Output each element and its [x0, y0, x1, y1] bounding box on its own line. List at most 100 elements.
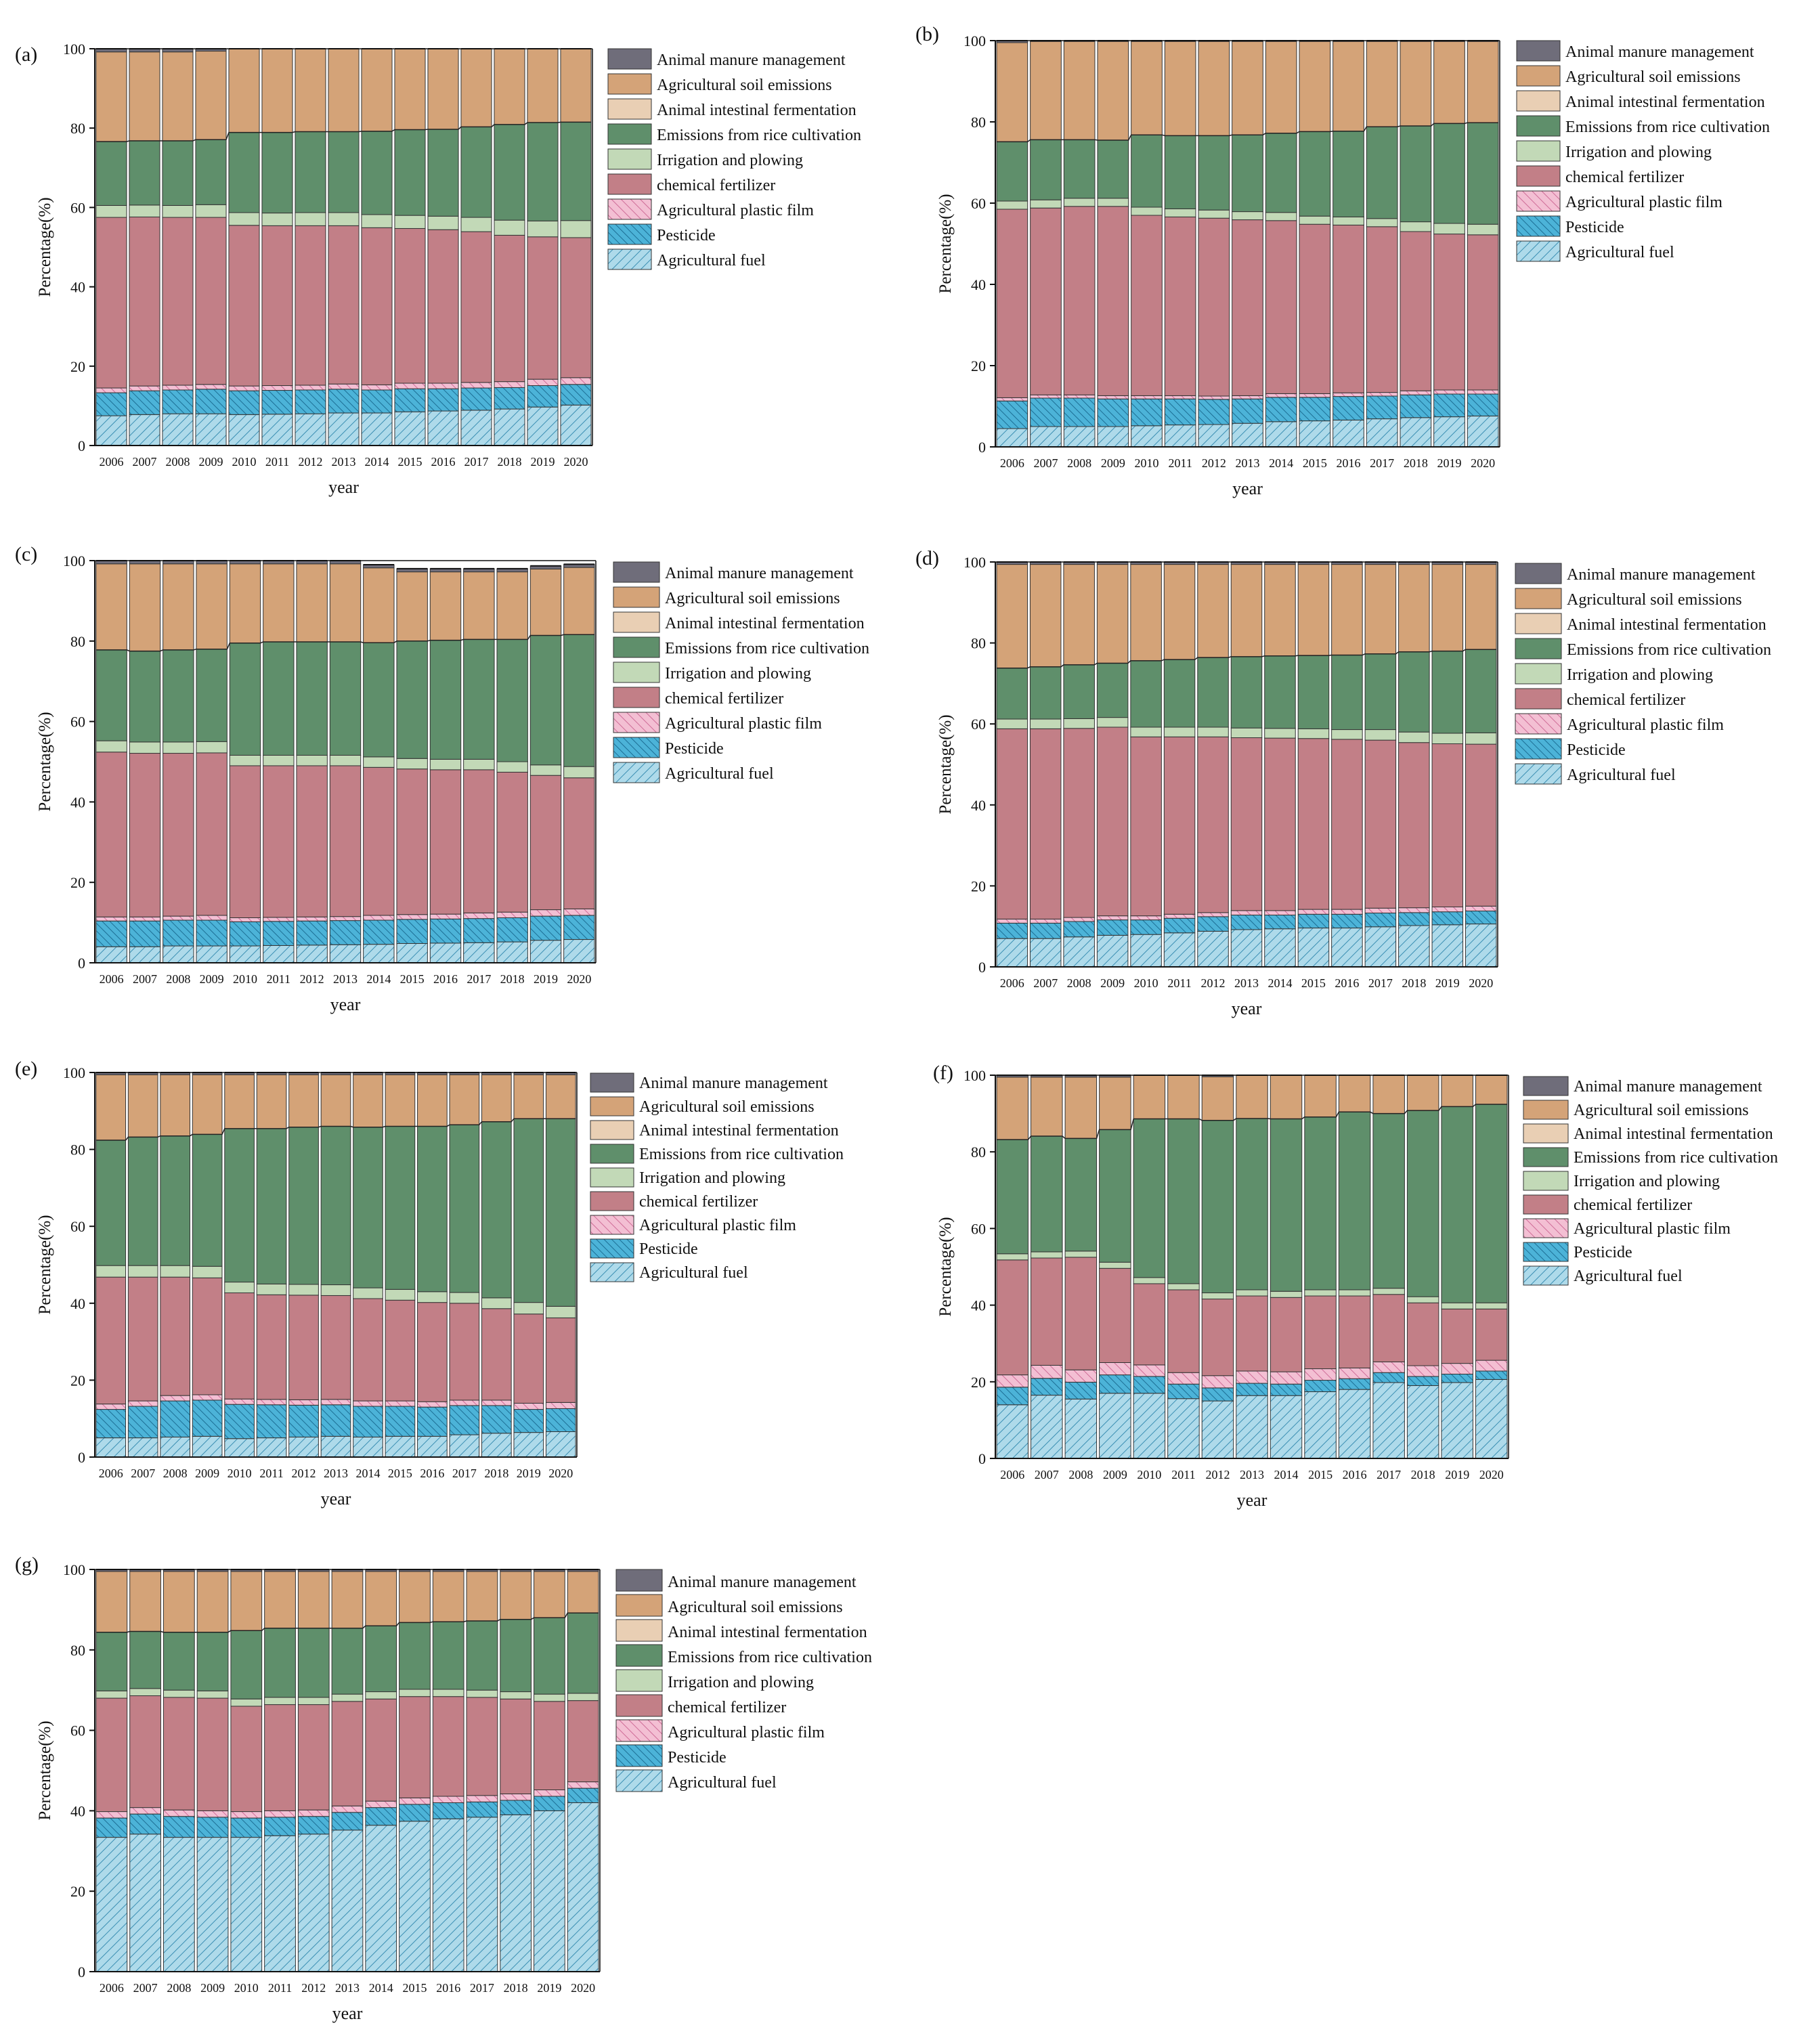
- panel-label: (g): [15, 1553, 39, 1576]
- legend-label-emissions-from-rice-cultivation: Emissions from rice cultivation: [639, 1146, 844, 1163]
- bar-segment-agricultural-soil-emissions-2016: [1331, 564, 1363, 656]
- bar-segment-emissions-from-rice-cultivation-2020: [1465, 649, 1497, 733]
- legend: Animal manure management Agricultural soi…: [613, 561, 869, 783]
- x-tick-label: 2015: [388, 1467, 412, 1480]
- bar-segment-irrigation-and-plowing-2013: [1232, 211, 1263, 221]
- bar-segment-emissions-from-rice-cultivation-2015: [385, 1126, 416, 1290]
- legend-label-animal-intestinal-fermentation: Animal intestinal fermentation: [668, 1624, 867, 1641]
- bar-segment-agricultural-plastic-film-2015: [394, 383, 426, 389]
- bar-segment-agricultural-fuel-2012: [1198, 424, 1230, 448]
- bar-segment-emissions-from-rice-cultivation-2007: [129, 140, 160, 206]
- bar-segment-agricultural-soil-emissions-2013: [329, 563, 362, 643]
- legend: Animal manure management Agricultural soi…: [1523, 1076, 1778, 1286]
- chart-panel-g: (g) 0 20 40 60 80 100 2006 2007 2008 2009 2010 2011 2…: [15, 1553, 872, 2023]
- legend-label-chemical-fertilizer: chemical fertilizer: [668, 1699, 786, 1716]
- bar-segment-emissions-from-rice-cultivation-2018: [494, 124, 525, 221]
- bar-segment-agricultural-soil-emissions-2013: [320, 1074, 351, 1127]
- x-tick-label: 2007: [133, 972, 157, 986]
- bar-segment-agricultural-soil-emissions-2008: [160, 1074, 190, 1137]
- bar-segment-agricultural-soil-emissions-2010: [229, 563, 261, 644]
- bar-segment-irrigation-and-plowing-2014: [1270, 1291, 1303, 1298]
- chart-panel-a: (a) 0 20 40 60 80 100 2006 2007 2008 2009 2010 2011 2…: [15, 41, 861, 497]
- x-tick-label: 2017: [452, 1467, 477, 1480]
- bar-segment-emissions-from-rice-cultivation-2020: [545, 1118, 576, 1307]
- x-tick-label: 2010: [232, 455, 257, 469]
- bar-segment-agricultural-soil-emissions-2011: [1167, 1075, 1200, 1120]
- x-tick-label: 2018: [500, 972, 525, 986]
- legend-swatch-emissions-from-rice-cultivation: [1516, 115, 1561, 137]
- bar-segment-agricultural-fuel-2018: [500, 1814, 532, 1972]
- bar-segment-emissions-from-rice-cultivation-2014: [1264, 655, 1296, 729]
- bar-segment-agricultural-fuel-2011: [1164, 425, 1196, 448]
- bar-segment-agricultural-plastic-film-2007: [1031, 1364, 1063, 1379]
- legend-label-agricultural-plastic-film: Agricultural plastic film: [1567, 716, 1724, 734]
- rice-cumulative-line: [96, 634, 594, 652]
- bar-segment-pesticide-2007: [1029, 922, 1062, 939]
- bar-segment-chemical-fertilizer-2009: [196, 1697, 229, 1811]
- bar-segment-agricultural-soil-emissions-2006: [95, 1571, 128, 1633]
- bar-segment-agricultural-soil-emissions-2011: [1164, 41, 1196, 136]
- x-tick-label: 2011: [1168, 456, 1192, 470]
- bar-segment-chemical-fertilizer-2014: [361, 227, 393, 385]
- bar-segment-pesticide-2012: [296, 920, 328, 946]
- bar-segment-pesticide-2007: [1030, 397, 1062, 427]
- bar-segment-pesticide-2012: [1201, 1387, 1234, 1402]
- bar-segment-irrigation-and-plowing-2014: [363, 756, 395, 768]
- legend-swatch-agricultural-soil-emissions: [615, 1594, 663, 1617]
- bar-segment-agricultural-plastic-film-2016: [1331, 909, 1363, 915]
- bar-segment-agricultural-fuel-2007: [1031, 1395, 1063, 1459]
- bar-segment-agricultural-fuel-2011: [1167, 1398, 1200, 1459]
- bar-segment-pesticide-2008: [1063, 921, 1095, 938]
- bar-segment-agricultural-soil-emissions-2020: [567, 1571, 599, 1613]
- bar-segment-irrigation-and-plowing-2019: [513, 1302, 544, 1315]
- legend-swatch-agricultural-plastic-film: [613, 712, 660, 733]
- bar-segment-emissions-from-rice-cultivation-2013: [329, 641, 362, 756]
- legend-label-irrigation-and-plowing: Irrigation and plowing: [1574, 1173, 1720, 1190]
- bar-segment-agricultural-plastic-film-2007: [129, 916, 161, 922]
- legend-swatch-irrigation-and-plowing: [615, 1669, 663, 1692]
- bar-segment-chemical-fertilizer-2015: [399, 1696, 431, 1798]
- x-tick-label: 2017: [1370, 456, 1394, 470]
- x-tick-label: 2006: [1000, 976, 1024, 990]
- legend-label-pesticide: Pesticide: [657, 227, 716, 244]
- bar-segment-pesticide-2009: [196, 919, 228, 947]
- bar-segment-irrigation-and-plowing-2011: [1163, 727, 1196, 737]
- bar-segment-chemical-fertilizer-2011: [256, 1294, 287, 1400]
- bar-segment-agricultural-soil-emissions-2010: [224, 1074, 255, 1129]
- bar-segment-agricultural-soil-emissions-2006: [95, 1074, 127, 1141]
- bar-segment-agricultural-fuel-2008: [162, 945, 194, 963]
- bar-segment-chemical-fertilizer-2020: [560, 237, 592, 378]
- bar-segment-pesticide-2018: [481, 1405, 512, 1434]
- bar-segment-pesticide-2016: [429, 918, 462, 944]
- legend-label-animal-manure-management: Animal manure management: [657, 51, 846, 69]
- x-tick-label: 2007: [1033, 976, 1058, 990]
- x-tick-label: 2015: [1301, 976, 1326, 990]
- bar-segment-pesticide-2019: [513, 1409, 544, 1433]
- bar-segment-emissions-from-rice-cultivation-2012: [288, 1127, 319, 1285]
- bar-segment-agricultural-plastic-film-2017: [449, 1400, 480, 1406]
- bar-segment-agricultural-plastic-film-2006: [95, 1811, 128, 1819]
- bar-segment-emissions-from-rice-cultivation-2009: [1096, 663, 1129, 718]
- bar-segment-agricultural-fuel-2012: [296, 945, 328, 963]
- bar-segment-pesticide-2017: [1364, 912, 1397, 928]
- bar-segment-agricultural-soil-emissions-2016: [1338, 1075, 1371, 1112]
- bar-segment-irrigation-and-plowing-2006: [95, 204, 127, 218]
- bar-segment-agricultural-soil-emissions-2009: [195, 51, 227, 140]
- bar-segment-agricultural-plastic-film-2019: [527, 378, 559, 387]
- bar-segment-agricultural-soil-emissions-2011: [263, 563, 295, 643]
- legend-label-agricultural-plastic-film: Agricultural plastic film: [1565, 194, 1722, 211]
- x-tick-label: 2006: [100, 972, 124, 986]
- bar-segment-pesticide-2020: [567, 1787, 599, 1804]
- bar-segment-agricultural-fuel-2013: [1236, 1395, 1268, 1459]
- bar-segment-agricultural-soil-emissions-2014: [363, 567, 395, 643]
- y-tick-label: 60: [971, 195, 986, 212]
- bar-segment-pesticide-2016: [427, 388, 459, 412]
- bar-segment-agricultural-fuel-2020: [1475, 1379, 1508, 1459]
- bar-segment-chemical-fertilizer-2014: [365, 1698, 397, 1802]
- bar-segment-irrigation-and-plowing-2020: [1475, 1302, 1508, 1309]
- bar-segment-agricultural-soil-emissions-2015: [399, 1571, 431, 1623]
- bar-segment-agricultural-soil-emissions-2007: [1030, 41, 1062, 140]
- bar-segment-chemical-fertilizer-2007: [1029, 728, 1062, 919]
- bar-segment-agricultural-plastic-film-2010: [224, 1398, 255, 1405]
- bar-segment-agricultural-plastic-film-2011: [1163, 913, 1196, 919]
